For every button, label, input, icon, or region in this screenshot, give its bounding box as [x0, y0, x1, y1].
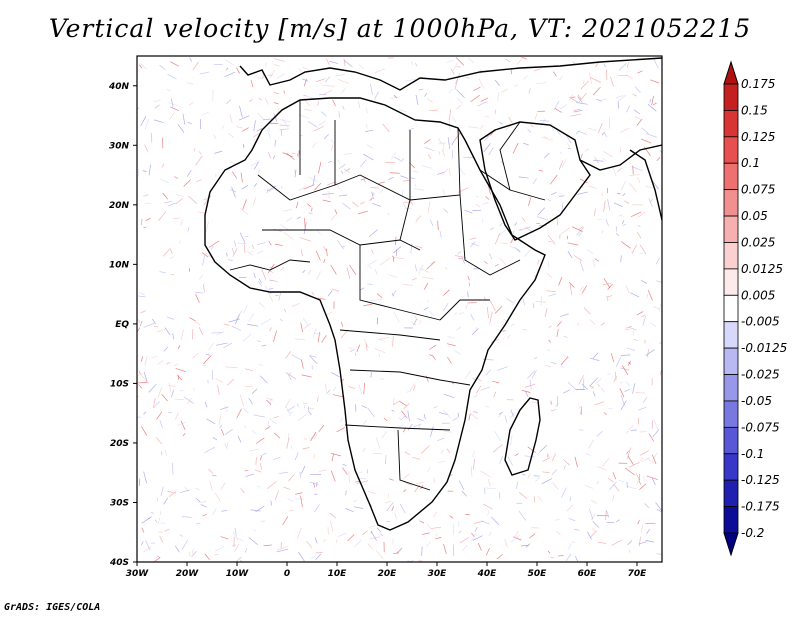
lat-label: EQ — [115, 320, 129, 330]
colorbar-label: -0.075 — [741, 420, 780, 434]
lat-label: 20N — [109, 201, 130, 211]
colorbar-label: -0.175 — [741, 500, 780, 514]
colorbar-label: -0.005 — [741, 315, 780, 329]
coastlines — [204, 57, 662, 531]
lon-label: 20W — [176, 569, 200, 579]
colorbar-label: -0.025 — [741, 368, 780, 382]
grads-credit: GrADS: IGES/COLA — [4, 602, 101, 613]
country-borders — [229, 100, 546, 491]
colorbar-label: 0.125 — [741, 130, 775, 144]
colorbar-swatch — [723, 453, 739, 481]
colorbar-label: 0.05 — [741, 209, 768, 223]
lon-label: 10W — [226, 569, 250, 579]
madagascar-coastline — [504, 397, 541, 476]
colorbar-arrow-bottom — [723, 532, 739, 557]
lat-label: 10S — [110, 379, 129, 389]
colorbar-swatch — [723, 136, 739, 164]
lon-label: 30E — [428, 569, 448, 579]
lat-label: 30N — [109, 141, 130, 151]
lon-label: 20E — [378, 569, 398, 579]
colorbar-label: 0.0125 — [741, 262, 783, 276]
lon-label: 10E — [328, 569, 348, 579]
colorbar-swatch — [723, 506, 739, 534]
africa-coastline — [204, 97, 546, 531]
colorbar-swatch — [723, 321, 739, 349]
colorbar-swatch — [723, 268, 739, 296]
iran-coastline — [579, 144, 662, 171]
colorbar-swatch — [723, 347, 739, 375]
colorbar-swatch — [723, 110, 739, 138]
latitude-axis: 40N 30N 20N 10N EQ 10S 20S 30S 40S — [108, 82, 137, 568]
lon-label: 60E — [578, 569, 598, 579]
lat-label: 30S — [110, 498, 129, 508]
colorbar-label: 0.175 — [741, 77, 775, 91]
longitude-axis: 30W 20W 10W 0 10E 20E 30E 40E 50E 60E 70E — [126, 562, 647, 579]
lon-label: 30W — [126, 569, 150, 579]
colorbar-label: -0.125 — [741, 473, 780, 487]
india-coastline — [629, 149, 662, 221]
colorbar: 0.175 0.15 0.125 0.1 0.075 0.05 0.025 0.0125 0.0… — [723, 60, 787, 557]
colorbar-swatch — [723, 83, 739, 111]
colorbar-swatch — [723, 374, 739, 402]
lon-label: 70E — [628, 569, 648, 579]
lat-label: 40S — [109, 558, 129, 568]
colorbar-label: -0.1 — [741, 447, 764, 461]
colorbar-label: -0.05 — [741, 394, 772, 408]
colorbar-label: 0.15 — [741, 103, 768, 117]
chart-title: Vertical velocity [m/s] at 1000hPa, VT: … — [48, 14, 752, 43]
colorbar-swatch — [723, 479, 739, 507]
colorbar-label: -0.2 — [741, 526, 764, 540]
colorbar-swatch — [723, 426, 739, 455]
colorbar-label: 0.025 — [741, 235, 775, 249]
colorbar-swatch — [723, 162, 739, 191]
lat-label: 40N — [108, 82, 130, 92]
colorbar-swatch — [723, 242, 739, 270]
colorbar-swatch — [723, 189, 739, 217]
arabia-coastline — [479, 121, 591, 241]
plot-frame — [136, 55, 663, 563]
colorbar-label: -0.0125 — [741, 341, 787, 355]
colorbar-swatch — [723, 215, 739, 243]
colorbar-swatch — [723, 294, 739, 323]
colorbar-label: 0.075 — [741, 183, 775, 197]
colorbar-arrow-top — [723, 60, 739, 85]
colorbar-label: 0.1 — [741, 156, 760, 170]
velocity-field — [137, 56, 662, 562]
lat-label: 10N — [109, 260, 130, 270]
lon-label: 40E — [477, 569, 498, 579]
colorbar-label: 0.005 — [741, 288, 775, 302]
lon-label: 50E — [528, 569, 548, 579]
colorbar-swatch — [723, 400, 739, 428]
lat-label: 20S — [110, 439, 129, 449]
lon-label: 0 — [284, 569, 290, 579]
europe-coastline — [239, 57, 662, 91]
